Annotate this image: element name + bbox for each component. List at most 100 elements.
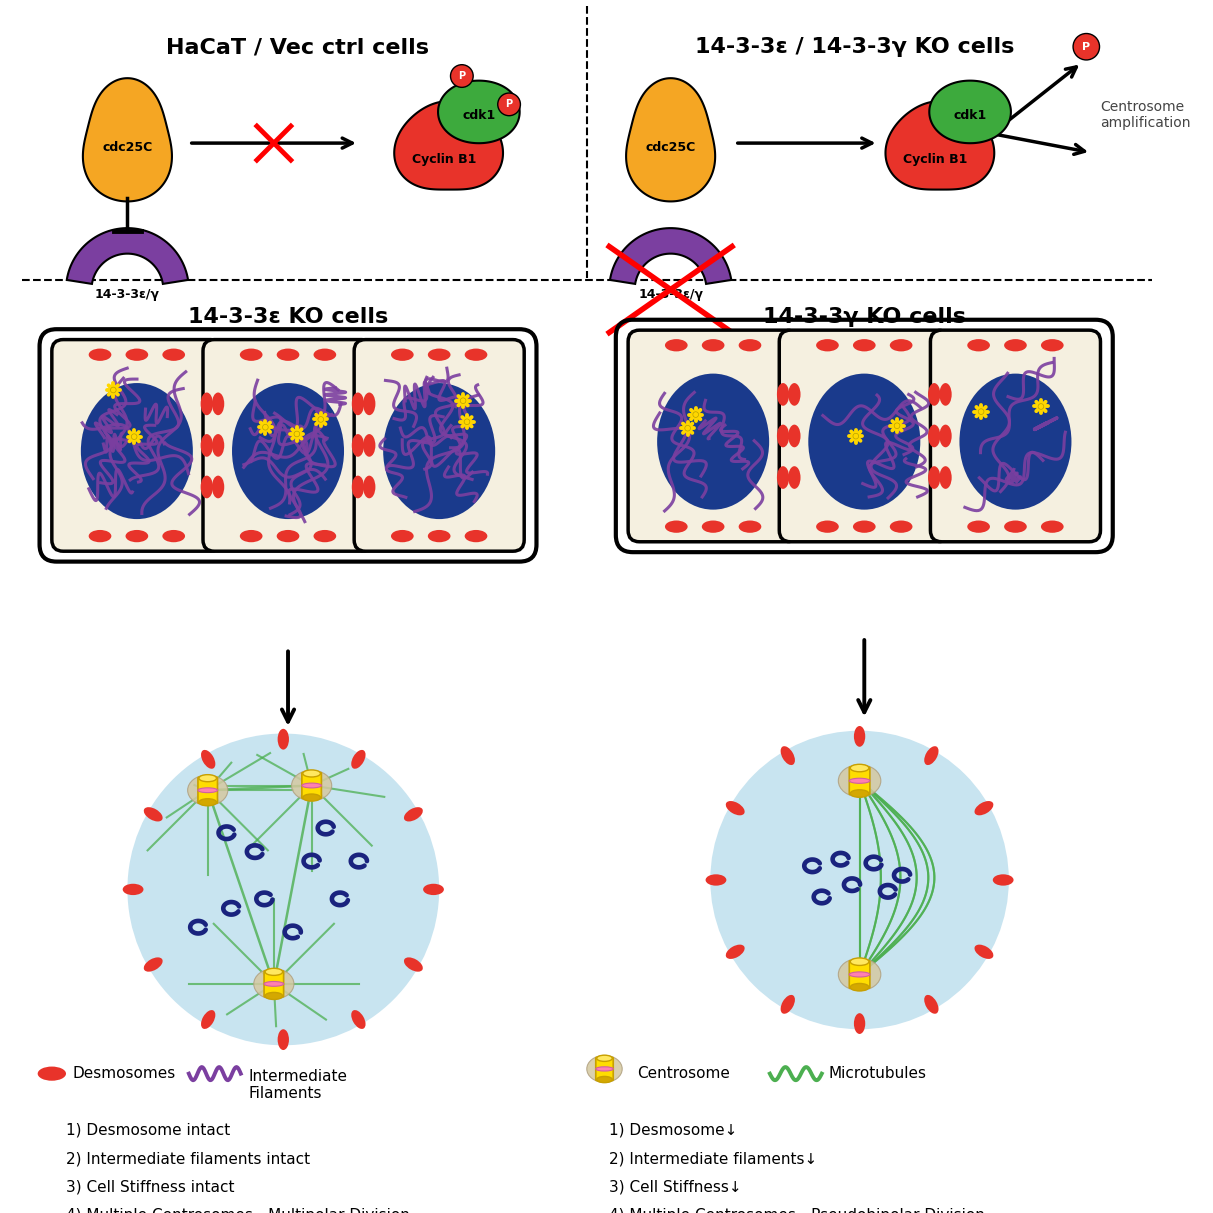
Ellipse shape — [291, 770, 331, 801]
Ellipse shape — [838, 958, 881, 991]
Text: Desmosomes: Desmosomes — [73, 1066, 176, 1081]
Circle shape — [127, 734, 439, 1046]
Ellipse shape — [303, 770, 320, 778]
FancyBboxPatch shape — [596, 1058, 614, 1081]
Ellipse shape — [850, 790, 869, 797]
Ellipse shape — [959, 374, 1071, 509]
Ellipse shape — [428, 530, 450, 542]
Text: Cyclin B1: Cyclin B1 — [902, 153, 967, 166]
Ellipse shape — [890, 520, 912, 533]
Ellipse shape — [928, 466, 940, 489]
Ellipse shape — [725, 801, 745, 815]
Ellipse shape — [302, 784, 321, 788]
Polygon shape — [82, 78, 172, 201]
Text: 1) Desmosome intact: 1) Desmosome intact — [66, 1123, 230, 1138]
Text: HaCaT / Vec ctrl cells: HaCaT / Vec ctrl cells — [166, 38, 429, 57]
Ellipse shape — [303, 795, 320, 801]
FancyBboxPatch shape — [264, 970, 284, 997]
Circle shape — [711, 730, 1009, 1030]
Ellipse shape — [657, 374, 769, 509]
Ellipse shape — [200, 434, 213, 457]
Ellipse shape — [199, 775, 217, 781]
Ellipse shape — [212, 434, 224, 457]
Ellipse shape — [199, 798, 217, 805]
FancyBboxPatch shape — [849, 767, 870, 795]
FancyBboxPatch shape — [779, 330, 950, 542]
Ellipse shape — [781, 746, 795, 765]
Ellipse shape — [232, 383, 344, 519]
Circle shape — [460, 398, 466, 404]
Text: cdk1: cdk1 — [462, 109, 495, 123]
Ellipse shape — [391, 348, 414, 360]
Ellipse shape — [849, 972, 870, 976]
Polygon shape — [67, 228, 188, 284]
Ellipse shape — [939, 383, 952, 405]
Ellipse shape — [212, 393, 224, 415]
Ellipse shape — [974, 945, 993, 959]
Ellipse shape — [781, 995, 795, 1014]
FancyBboxPatch shape — [198, 778, 217, 803]
Ellipse shape — [890, 340, 912, 352]
Ellipse shape — [587, 1055, 622, 1082]
Ellipse shape — [254, 969, 294, 1000]
Ellipse shape — [725, 945, 745, 959]
Ellipse shape — [597, 1076, 613, 1083]
Ellipse shape — [788, 466, 801, 489]
Ellipse shape — [198, 787, 217, 792]
Text: 14-3-3ε/γ: 14-3-3ε/γ — [95, 287, 160, 301]
Ellipse shape — [277, 348, 300, 360]
Ellipse shape — [201, 1010, 216, 1029]
FancyBboxPatch shape — [930, 330, 1100, 542]
Ellipse shape — [706, 875, 727, 885]
Ellipse shape — [816, 340, 838, 352]
Polygon shape — [929, 80, 1010, 143]
Ellipse shape — [352, 1010, 365, 1029]
Ellipse shape — [404, 807, 423, 821]
Ellipse shape — [240, 530, 262, 542]
Text: Microtubules: Microtubules — [828, 1066, 927, 1081]
Circle shape — [853, 433, 859, 439]
Text: Cyclin B1: Cyclin B1 — [411, 153, 475, 166]
Text: 3) Cell Stiffness↓: 3) Cell Stiffness↓ — [609, 1179, 742, 1195]
Text: 14-3-3ε KO cells: 14-3-3ε KO cells — [188, 307, 388, 326]
Ellipse shape — [1004, 520, 1026, 533]
Polygon shape — [438, 80, 519, 143]
Text: 14-3-3ε / 14-3-3γ KO cells: 14-3-3ε / 14-3-3γ KO cells — [695, 38, 1014, 57]
Circle shape — [685, 426, 690, 431]
Ellipse shape — [352, 393, 364, 415]
Ellipse shape — [928, 425, 940, 448]
Ellipse shape — [939, 466, 952, 489]
Text: 2) Intermediate filaments↓: 2) Intermediate filaments↓ — [609, 1151, 818, 1166]
Ellipse shape — [264, 992, 283, 1000]
Text: Intermediate
Filaments: Intermediate Filaments — [249, 1069, 347, 1101]
Circle shape — [894, 423, 900, 428]
Circle shape — [465, 418, 469, 425]
Ellipse shape — [277, 530, 300, 542]
Ellipse shape — [352, 475, 364, 499]
Circle shape — [1038, 404, 1044, 409]
Ellipse shape — [1041, 520, 1064, 533]
Ellipse shape — [89, 530, 112, 542]
Ellipse shape — [967, 340, 990, 352]
Ellipse shape — [163, 348, 186, 360]
Ellipse shape — [597, 1055, 613, 1061]
Text: cdk1: cdk1 — [953, 109, 986, 123]
FancyBboxPatch shape — [203, 340, 374, 551]
Ellipse shape — [363, 393, 375, 415]
Ellipse shape — [123, 884, 143, 895]
Text: cdc25C: cdc25C — [645, 142, 696, 154]
Ellipse shape — [850, 984, 869, 991]
Polygon shape — [610, 228, 731, 284]
Polygon shape — [626, 78, 716, 201]
FancyBboxPatch shape — [302, 773, 321, 798]
Ellipse shape — [163, 530, 186, 542]
Text: P: P — [459, 72, 466, 81]
FancyBboxPatch shape — [354, 340, 524, 551]
Ellipse shape — [313, 348, 336, 360]
Ellipse shape — [200, 393, 213, 415]
Ellipse shape — [125, 348, 148, 360]
FancyBboxPatch shape — [52, 340, 222, 551]
Ellipse shape — [89, 348, 112, 360]
Ellipse shape — [939, 425, 952, 448]
Text: P: P — [506, 99, 513, 109]
